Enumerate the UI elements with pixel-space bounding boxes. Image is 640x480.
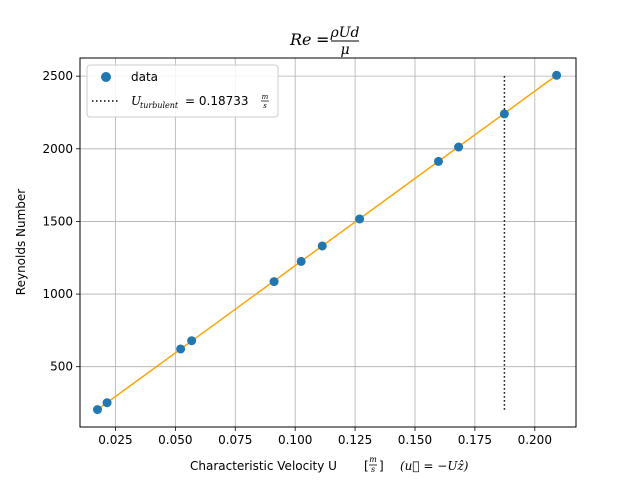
data-point — [355, 214, 365, 224]
legend-data-marker — [101, 72, 111, 82]
svg-text:s: s — [371, 465, 375, 474]
y-tick-label: 2000 — [42, 142, 73, 156]
grid — [80, 58, 576, 427]
y-axis-label: Reynolds Number — [14, 189, 28, 296]
svg-text:m: m — [369, 455, 377, 464]
y-axis-ticks: 500 1000 1500 2000 2500 — [42, 69, 80, 374]
data-point — [176, 344, 186, 354]
data-point — [296, 256, 306, 266]
data-point — [552, 70, 562, 80]
x-tick-label: 0.150 — [398, 433, 432, 447]
fit-line-layer — [97, 74, 558, 411]
title-denominator: μ — [340, 42, 349, 58]
legend-data-label: data — [131, 70, 158, 84]
x-tick-label: 0.125 — [338, 433, 372, 447]
title-numerator: ρUd — [330, 25, 360, 41]
legend-turbulent-sub: turbulent — [140, 101, 179, 110]
y-tick-label: 2500 — [42, 69, 73, 83]
fit-line — [97, 74, 558, 411]
y-tick-label: 1500 — [42, 214, 73, 228]
legend-turbulent-value: = 0.18733 — [185, 94, 249, 108]
data-point — [269, 277, 279, 287]
y-tick-label: 500 — [50, 360, 73, 374]
title-lhs: Re — [289, 30, 312, 49]
legend: data U turbulent = 0.18733 m s — [86, 64, 279, 118]
data-point — [92, 405, 102, 415]
svg-text:]: ] — [379, 459, 384, 473]
x-axis-ticks: 0.025 0.050 0.075 0.100 0.125 0.150 0.175 0.200 — [98, 427, 552, 447]
x-tick-label: 0.075 — [218, 433, 252, 447]
svg-text:s: s — [263, 102, 267, 110]
x-tick-label: 0.175 — [458, 433, 492, 447]
legend-turbulent-prefix: U — [131, 94, 142, 108]
data-point — [433, 156, 443, 166]
data-point — [187, 336, 197, 346]
svg-text:=: = — [316, 30, 329, 49]
x-axis-label: Characteristic Velocity U [ m s ] (u⃗ = … — [190, 455, 469, 474]
y-tick-label: 1000 — [42, 287, 73, 301]
x-tick-label: 0.200 — [518, 433, 552, 447]
plot-frame — [79, 57, 577, 428]
data-point — [454, 142, 464, 152]
data-point — [317, 241, 327, 251]
x-axis-note: (u⃗ = −Uẑ) — [400, 459, 469, 473]
data-point — [499, 109, 509, 119]
legend-box — [86, 64, 279, 118]
svg-text:[: [ — [364, 459, 369, 473]
chart-title: Re = ρUd μ — [289, 25, 360, 58]
x-tick-label: 0.025 — [98, 433, 132, 447]
x-tick-label: 0.100 — [278, 433, 312, 447]
x-tick-label: 0.050 — [158, 433, 192, 447]
svg-text:m: m — [262, 93, 269, 101]
data-point — [102, 398, 112, 408]
data-points — [92, 70, 562, 415]
x-axis-label-text: Characteristic Velocity U — [190, 459, 337, 473]
